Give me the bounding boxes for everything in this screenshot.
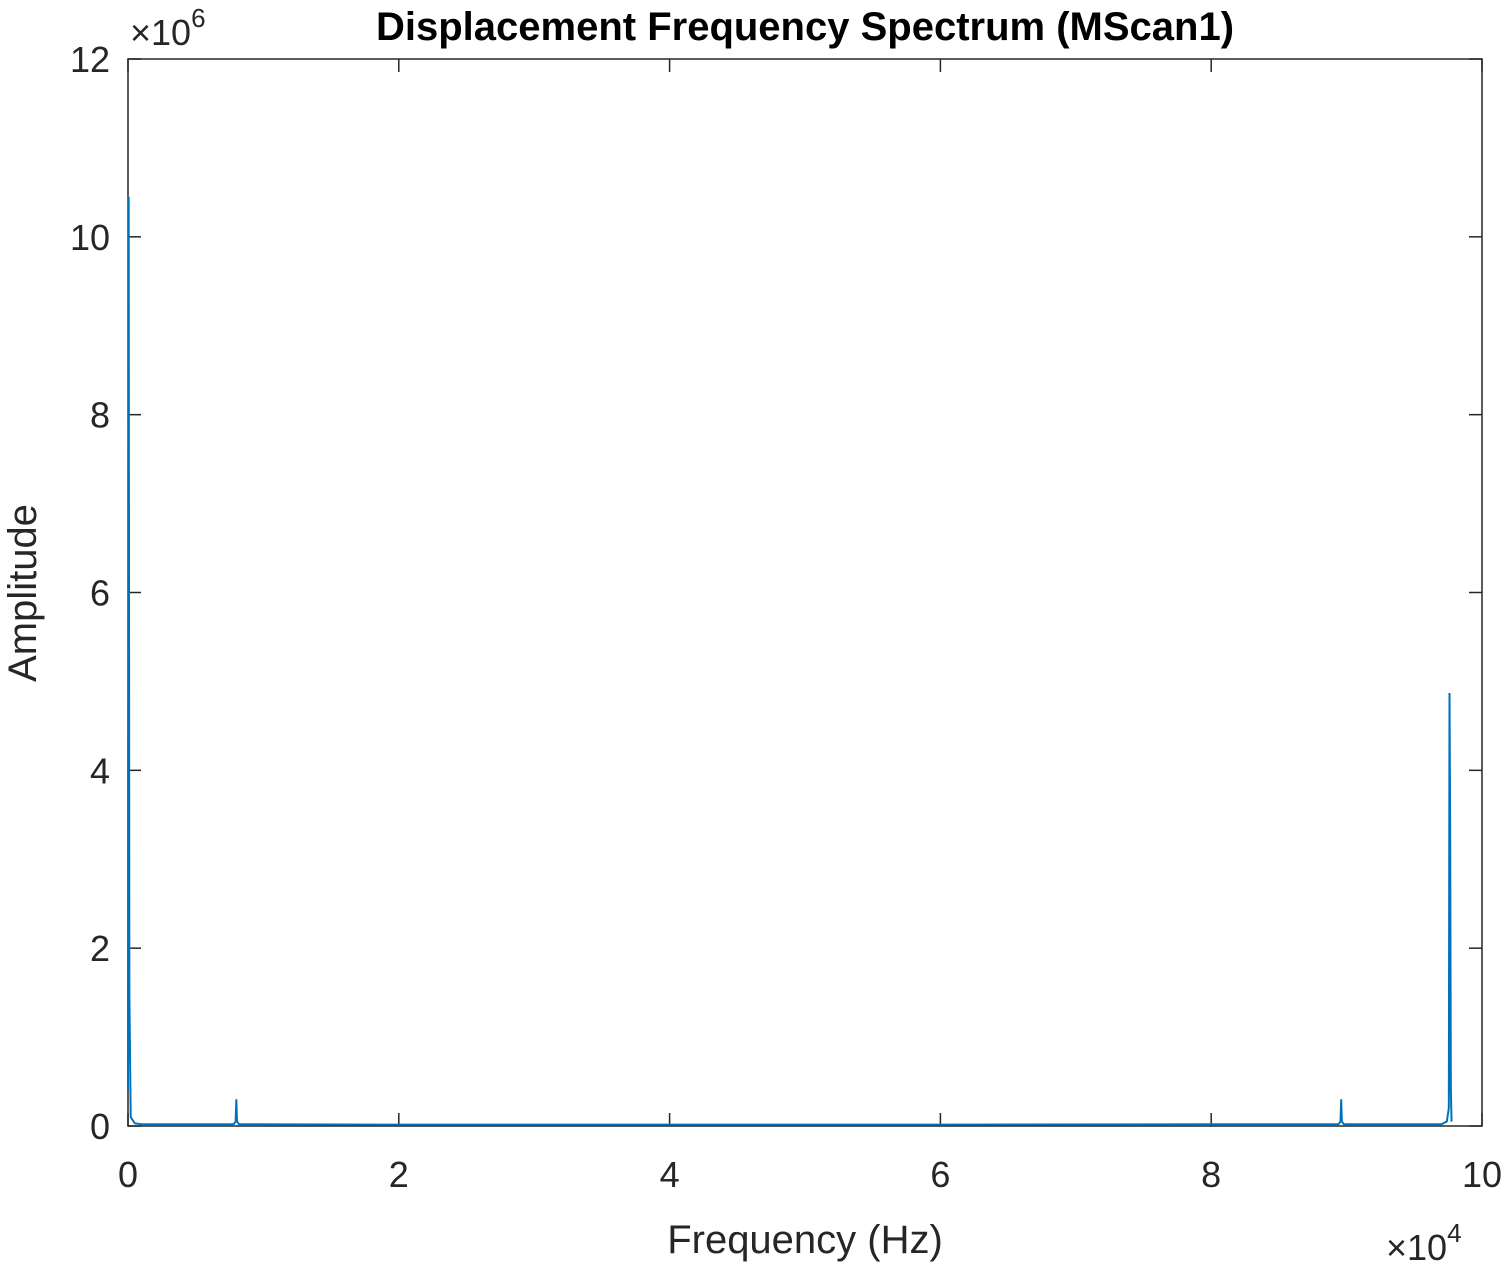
y-axis-ticks <box>128 58 1482 1127</box>
axes-box <box>127 58 1483 1127</box>
chart-title: Displacement Frequency Spectrum (MScan1) <box>376 5 1234 49</box>
x-axis-tick-labels: 0 2 4 6 8 10 <box>118 1154 1502 1195</box>
svg-text:×106: ×106 <box>130 3 206 53</box>
x-tick-label-0: 0 <box>118 1154 138 1195</box>
x-tick-label-4: 8 <box>1201 1154 1221 1195</box>
y-axis-multiplier: ×106 <box>130 3 206 53</box>
y-multiplier-base: ×10 <box>130 12 191 53</box>
y-axis-label: Amplitude <box>1 504 45 682</box>
x-axis-multiplier: ×104 <box>1386 1218 1462 1267</box>
x-tick-label-2: 4 <box>660 1154 680 1195</box>
y-axis-tick-labels: 0 2 4 6 8 10 12 <box>70 39 110 1147</box>
y-tick-label-6: 12 <box>70 39 110 80</box>
y-tick-label-1: 2 <box>90 928 110 969</box>
x-tick-label-1: 2 <box>389 1154 409 1195</box>
x-multiplier-base: ×10 <box>1386 1227 1447 1267</box>
series-line <box>127 196 1453 1126</box>
y-multiplier-exponent: 6 <box>191 3 205 33</box>
y-tick-label-2: 4 <box>90 750 110 791</box>
svg-text:×104: ×104 <box>1386 1218 1462 1267</box>
x-axis-label: Frequency (Hz) <box>667 1218 943 1262</box>
x-tick-label-5: 10 <box>1462 1154 1502 1195</box>
x-tick-label-3: 6 <box>930 1154 950 1195</box>
y-tick-label-4: 8 <box>90 395 110 436</box>
plot-area <box>127 58 1483 1127</box>
y-tick-label-5: 10 <box>70 217 110 258</box>
y-tick-label-3: 6 <box>90 573 110 614</box>
x-multiplier-exponent: 4 <box>1447 1218 1461 1248</box>
y-tick-label-0: 0 <box>90 1106 110 1147</box>
